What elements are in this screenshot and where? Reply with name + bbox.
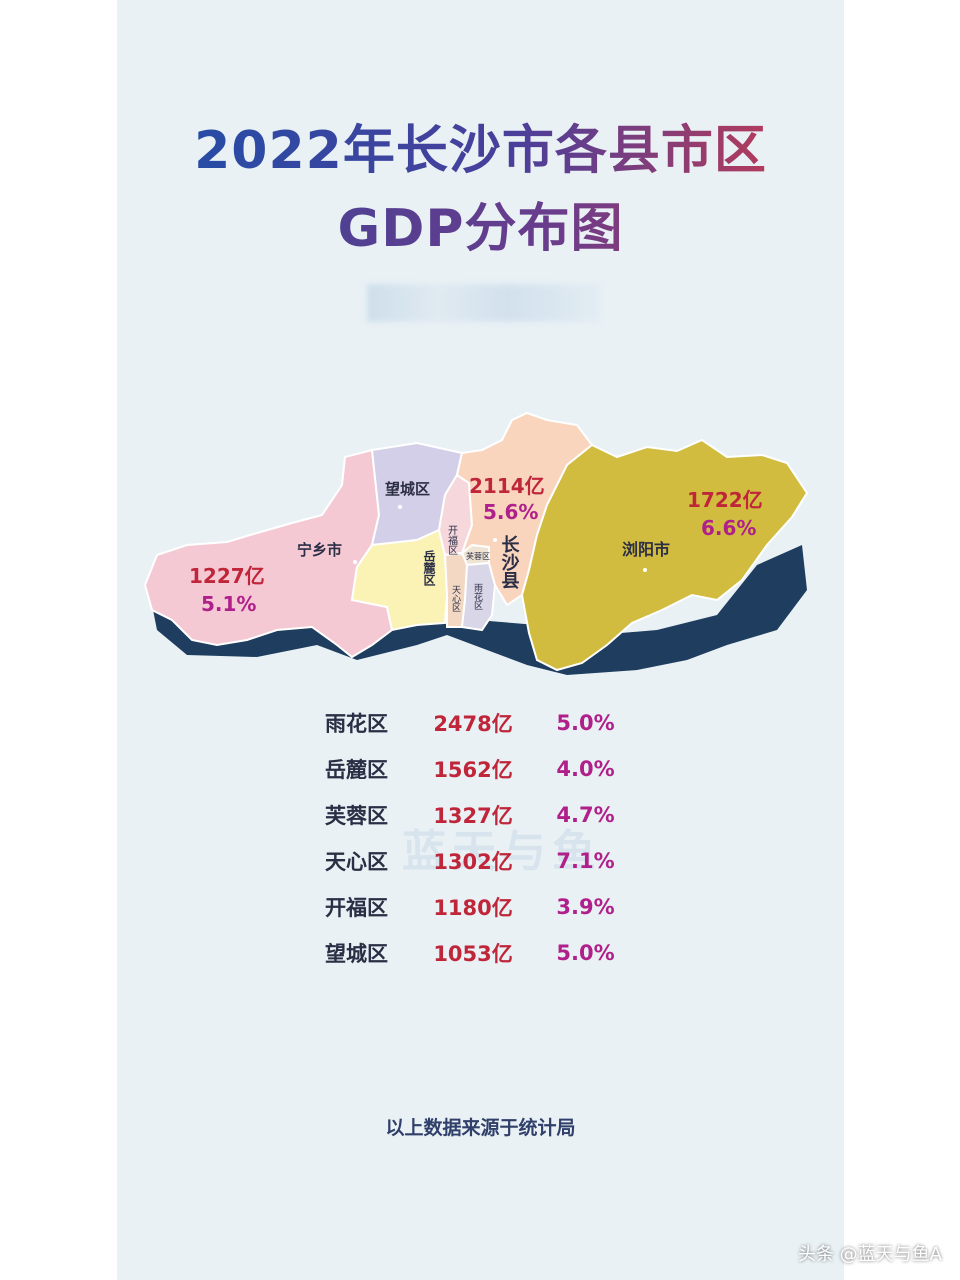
map-shadow <box>147 545 807 675</box>
district-name: 雨花区 <box>325 712 388 736</box>
gdp-value: 1562亿 <box>433 758 513 782</box>
title-line-2: GDP分布图 <box>117 190 844 268</box>
growth-rate: 5.0% <box>556 941 615 965</box>
table-row: 开福区 1180亿 3.9% <box>325 884 645 930</box>
district-name: 芙蓉区 <box>325 804 388 828</box>
growth-rate: 4.0% <box>556 757 615 781</box>
source-note: 以上数据来源于统计局 <box>385 1117 576 1139</box>
district-name: 岳麓区 <box>325 758 388 782</box>
label-yuhua: 雨花区 <box>472 583 483 610</box>
gdp-table: 雨花区 2478亿 5.0% 岳麓区 1562亿 4.0% 芙蓉区 1327亿 4.7% 天心区 1… <box>325 700 645 976</box>
page-title: 2022年长沙市各县市区 GDP分布图 <box>117 112 844 268</box>
label-yuelu: 岳麓区 <box>422 549 436 587</box>
watermark: 蓝天与鱼 <box>402 826 602 877</box>
table-row: 雨花区 2478亿 5.0% <box>325 700 645 746</box>
label-furong: 芙蓉区 <box>466 551 490 561</box>
label-wangcheng: 望城区 <box>385 480 430 498</box>
district-name: 天心区 <box>325 850 388 874</box>
growth-rate: 3.9% <box>556 895 615 919</box>
gdp-value: 1053亿 <box>433 942 513 966</box>
ningxiang-gdp: 1227亿 <box>189 564 265 588</box>
region-ningxiang <box>143 448 394 659</box>
label-ningxiang: 宁乡市 <box>297 541 342 559</box>
gdp-value: 2478亿 <box>433 712 513 736</box>
changsha-county-gdp: 2114亿 <box>469 474 545 498</box>
ningxiang-rate: 5.1% <box>201 592 256 616</box>
changsha-district-map: 望城区 宁乡市 开福区 岳麓区 芙蓉区 天心区 雨花区 长沙县 浏阳市 1227… <box>143 411 809 675</box>
label-liuyang: 浏阳市 <box>622 540 670 559</box>
blurred-caption <box>367 284 601 322</box>
growth-rate: 4.7% <box>556 803 615 827</box>
liuyang-rate: 6.6% <box>701 516 756 540</box>
credit-watermark: 头条 @蓝天与鱼A <box>797 1244 942 1265</box>
label-changsha-county: 长沙县 <box>499 535 520 590</box>
label-kaifu: 开福区 <box>446 525 458 555</box>
growth-rate: 7.1% <box>556 849 615 873</box>
title-line-1: 2022年长沙市各县市区 <box>117 112 844 190</box>
liuyang-gdp: 1722亿 <box>687 488 763 512</box>
gdp-value: 1180亿 <box>433 896 513 920</box>
growth-rate: 5.0% <box>556 711 615 735</box>
region-liuyang <box>520 438 809 672</box>
label-tianxin: 天心区 <box>450 585 461 612</box>
marker-wangcheng <box>398 505 402 509</box>
marker-liuyang <box>643 568 647 572</box>
marker-ningxiang <box>353 560 357 564</box>
table-row: 芙蓉区 1327亿 4.7% <box>325 792 645 838</box>
changsha-county-rate: 5.6% <box>483 500 538 524</box>
gdp-value: 1302亿 <box>433 850 513 874</box>
marker-changsha-county <box>493 538 497 542</box>
table-row: 岳麓区 1562亿 4.0% <box>325 746 645 792</box>
table-row: 望城区 1053亿 5.0% <box>325 930 645 976</box>
district-name: 望城区 <box>325 942 388 966</box>
district-name: 开福区 <box>325 896 388 920</box>
gdp-value: 1327亿 <box>433 804 513 828</box>
table-row: 天心区 1302亿 7.1% <box>325 838 645 884</box>
infographic-card: 2022年长沙市各县市区 GDP分布图 望城区 宁乡市 开福区 岳麓区 芙蓉区 … <box>117 0 844 1280</box>
